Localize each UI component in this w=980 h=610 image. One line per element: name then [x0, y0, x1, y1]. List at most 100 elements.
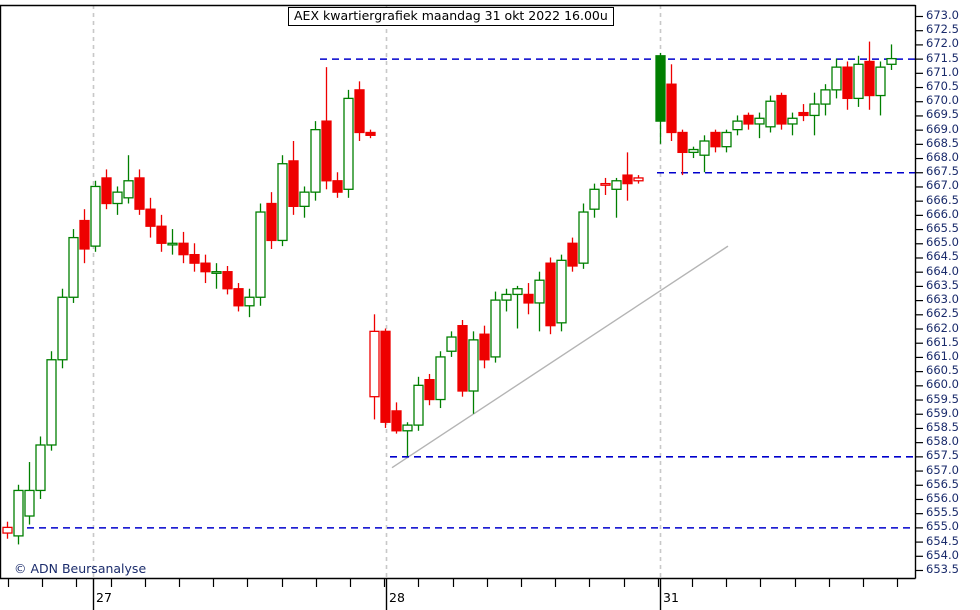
candle-body — [200, 262, 211, 273]
candlestick — [178, 231, 189, 264]
price-tick-label: 660.0 — [926, 377, 959, 392]
candlestick — [424, 373, 435, 406]
candle-body — [369, 330, 380, 398]
candlestick — [820, 84, 831, 116]
candle-body — [875, 66, 886, 97]
price-tick-label: 666.5 — [926, 192, 959, 207]
candle-body — [112, 191, 123, 205]
candlestick — [167, 229, 178, 255]
price-tick-label: 661.0 — [926, 348, 959, 363]
price-tick-label: 664.5 — [926, 249, 959, 264]
candlestick — [321, 67, 332, 190]
candle-body — [68, 236, 79, 298]
candlestick — [787, 112, 798, 136]
candlestick — [211, 263, 222, 289]
candle-body — [46, 359, 57, 446]
price-tick-label: 662.0 — [926, 320, 959, 335]
candle-body — [798, 111, 809, 117]
candle-body — [244, 296, 255, 307]
candlestick — [875, 61, 886, 116]
price-tick-label: 656.0 — [926, 490, 959, 505]
candlestick — [255, 203, 266, 306]
price-tick-label: 673.0 — [926, 8, 959, 22]
price-tick-label: 669.0 — [926, 121, 959, 136]
candlestick — [633, 175, 644, 184]
candle-body — [820, 89, 831, 105]
candle-body — [831, 66, 842, 91]
candle-body — [710, 131, 721, 148]
candlestick — [343, 89, 354, 198]
candle-body — [545, 262, 556, 327]
candle-body — [611, 180, 622, 190]
candle-body — [468, 339, 479, 392]
candle-body — [864, 60, 875, 97]
candlestick — [369, 314, 380, 420]
candle-body — [523, 293, 534, 304]
candlestick — [743, 112, 754, 130]
candlestick — [380, 328, 391, 428]
candle-body — [699, 140, 710, 156]
candlestick — [413, 376, 424, 431]
candlestick — [402, 422, 413, 457]
candlestick — [479, 325, 490, 369]
candlestick — [688, 146, 699, 159]
candlestick — [2, 521, 13, 539]
candlestick — [842, 61, 853, 110]
candle-body — [145, 208, 156, 227]
candlestick — [266, 192, 277, 249]
candlestick — [721, 129, 732, 153]
candlestick — [589, 183, 600, 218]
candle-body — [688, 148, 699, 154]
candle-body — [79, 219, 90, 250]
candlestick — [754, 112, 765, 139]
candle-body — [721, 131, 732, 148]
candle-body — [842, 66, 853, 100]
candle-body — [457, 325, 468, 392]
date-tick-label-31: 31 — [663, 590, 679, 605]
candlestick — [512, 285, 523, 329]
candlestick — [699, 135, 710, 173]
candle-body — [277, 163, 288, 242]
price-tick-label: 669.5 — [926, 107, 959, 122]
candle-body — [288, 160, 299, 207]
candlestick — [332, 172, 343, 198]
candlestick — [435, 351, 446, 409]
candlestick — [886, 44, 897, 70]
candle-body — [743, 114, 754, 125]
candlestick — [809, 92, 820, 136]
candlestick — [299, 186, 310, 218]
candle-body — [343, 97, 354, 190]
price-tick-label: 657.0 — [926, 462, 959, 477]
candle-body — [134, 177, 145, 210]
candlestick — [677, 129, 688, 176]
candlestick — [523, 283, 534, 315]
candle-body — [35, 444, 46, 492]
candlestick — [57, 288, 68, 369]
candlestick — [732, 115, 743, 136]
candlestick — [710, 129, 721, 153]
candle-body — [677, 131, 688, 154]
candle-body — [123, 180, 134, 199]
candle-body — [222, 271, 233, 290]
candle-body — [101, 177, 112, 205]
candlestick — [798, 104, 809, 122]
price-tick-label: 666.0 — [926, 206, 959, 221]
price-tick-label: 655.5 — [926, 505, 959, 520]
candle-body — [156, 225, 167, 244]
candle-body — [90, 185, 101, 247]
candlestick — [578, 203, 589, 269]
candlestick — [545, 257, 556, 335]
candlestick — [776, 92, 787, 130]
candlestick — [765, 95, 776, 133]
candle-body — [754, 117, 765, 125]
price-tick-label: 670.0 — [926, 93, 959, 108]
price-tick-label: 662.5 — [926, 306, 959, 321]
price-tick-label: 660.5 — [926, 363, 959, 378]
price-tick-label: 656.5 — [926, 476, 959, 491]
candle-body — [299, 191, 310, 207]
candlestick — [391, 402, 402, 434]
candle-body — [310, 128, 321, 193]
candlestick — [244, 288, 255, 318]
candle-body — [391, 410, 402, 432]
